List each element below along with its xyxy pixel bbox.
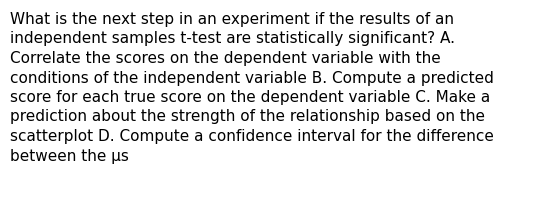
Text: Correlate the scores on the dependent variable with the: Correlate the scores on the dependent va…	[10, 51, 441, 66]
Text: What is the next step in an experiment if the results of an: What is the next step in an experiment i…	[10, 12, 454, 27]
Text: score for each true score on the dependent variable C. Make a: score for each true score on the depende…	[10, 90, 490, 105]
Text: prediction about the strength of the relationship based on the: prediction about the strength of the rel…	[10, 110, 485, 125]
Text: independent samples t-test are statistically significant? A.: independent samples t-test are statistic…	[10, 32, 455, 46]
Text: conditions of the independent variable B. Compute a predicted: conditions of the independent variable B…	[10, 70, 494, 85]
Text: scatterplot D. Compute a confidence interval for the difference: scatterplot D. Compute a confidence inte…	[10, 129, 494, 144]
Text: between the μs: between the μs	[10, 149, 129, 163]
